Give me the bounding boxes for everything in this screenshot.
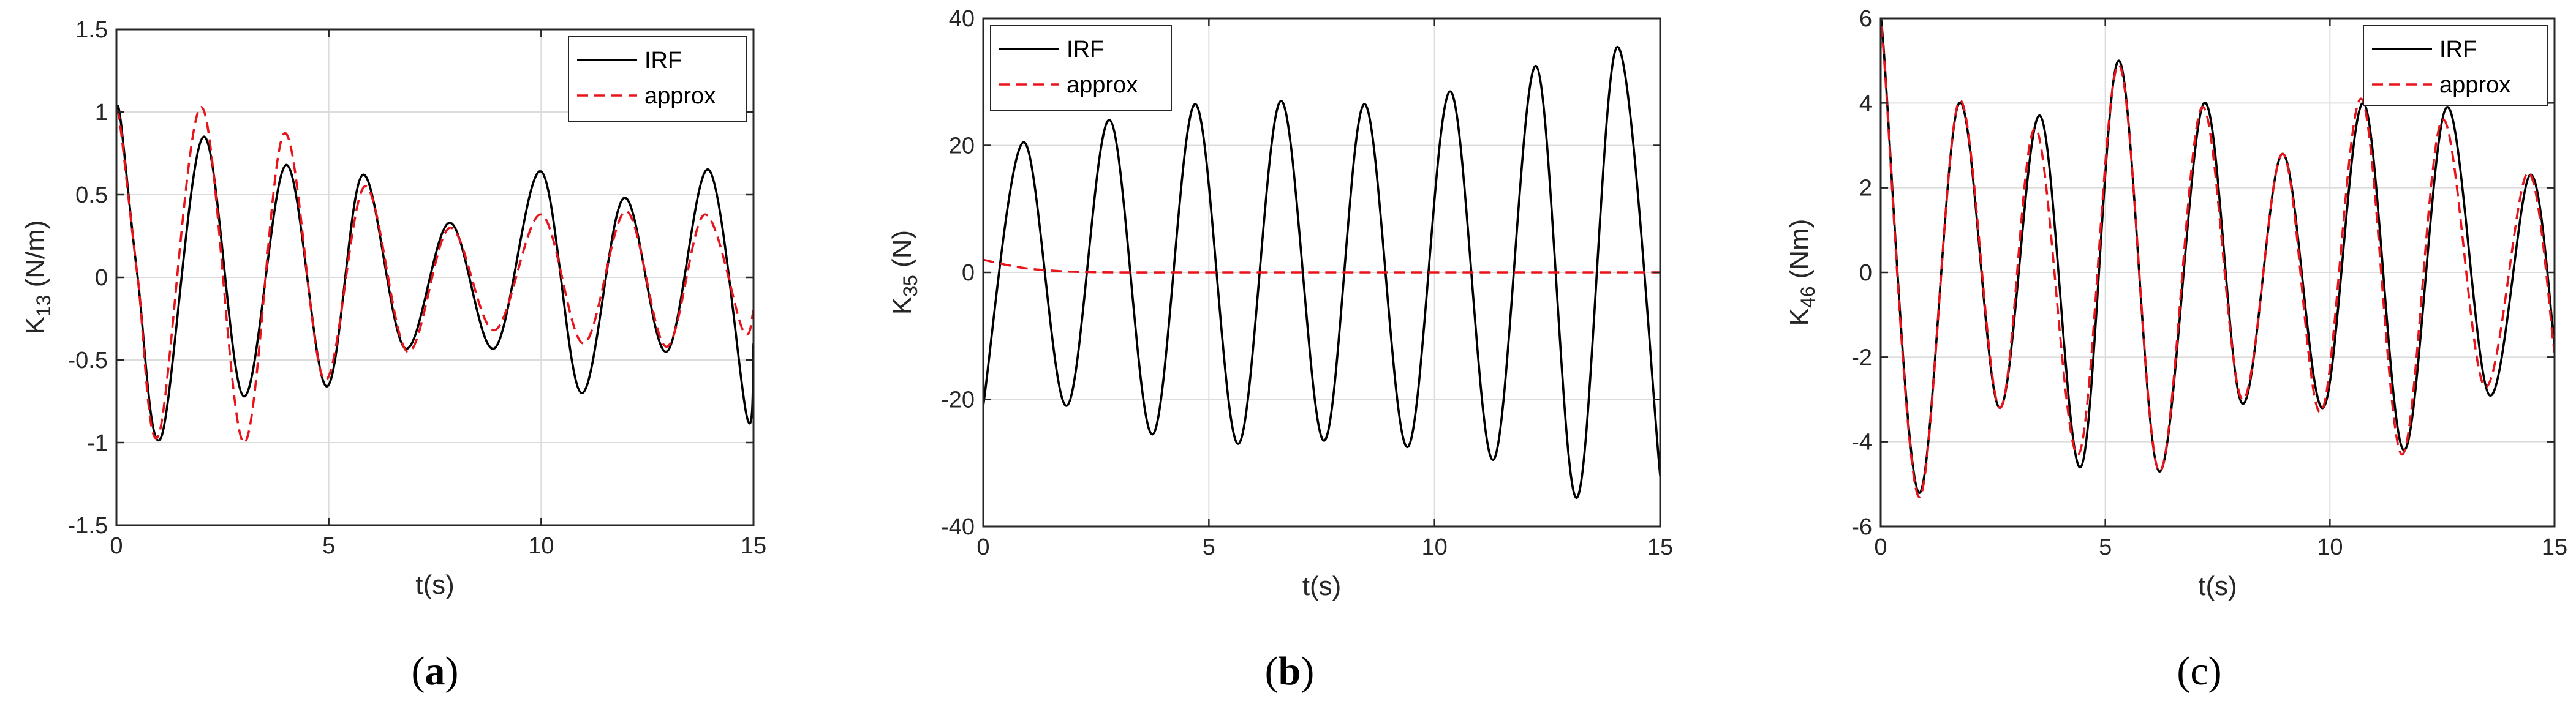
y-tick-label: -40 [941,514,975,540]
y-tick-label: -0.5 [68,348,108,373]
chart-panel-b: 0 5 10 15 40 20 0 -20 -40 t(s) K35 (N) IRF approx (b) [887,6,1673,694]
legend-label-irf: IRF [644,48,682,73]
x-tick-label: 0 [976,534,989,560]
y-tick-label: 20 [949,133,975,159]
y-tick-label: 1 [95,100,108,125]
y-tick-label: -4 [1851,430,1872,455]
series-line-approx [116,106,754,444]
legend-label-approx: approx [644,83,716,109]
y-tick-label: -1.5 [68,513,108,539]
x-tick-label: 15 [741,533,766,559]
chart-panel-c: 0 5 10 15 6 4 2 0 -2 -4 -6 t(s) K46 (Nm) IRF approx (c) [1785,6,2567,694]
x-tick-label: 0 [110,533,123,559]
x-tick-label: 5 [1203,534,1215,560]
x-axis-label: t(s) [415,570,455,600]
y-tick-label: -20 [941,388,975,413]
x-tick-label: 5 [2099,534,2112,560]
y-tick-label: -1 [87,430,108,456]
series-line-irf [1881,18,2555,494]
legend-label-irf: IRF [1067,37,1104,62]
panel-caption: (a) [412,649,459,694]
legend-box [990,25,1172,111]
legend: IRF approx [2363,25,2548,106]
x-axis-label: t(s) [2198,571,2237,601]
series-line-irf [983,45,1660,500]
x-axis-label: t(s) [1302,571,1342,601]
legend-label-approx: approx [1067,72,1138,98]
y-tick-label: -2 [1851,345,1872,370]
x-tick-label: 10 [1422,534,1448,560]
y-tick-label: 0 [962,260,975,286]
y-tick-label: 2 [1859,176,1872,201]
x-tick-label: 5 [322,533,335,559]
legend: IRF approx [568,36,747,122]
legend-label-irf: IRF [2439,37,2477,62]
x-tick-label: 10 [2317,534,2343,560]
legend-box [2363,25,2548,106]
x-tick-label: 15 [2542,534,2567,560]
x-tick-label: 10 [528,533,554,559]
x-tick-label: 0 [1874,534,1887,560]
y-tick-label: 6 [1859,6,1872,32]
y-tick-label: 0.5 [75,182,108,208]
panel-caption: (c) [2177,649,2221,694]
legend-box [568,36,747,122]
y-tick-label: 40 [949,6,975,32]
y-axis-label: K13 (N/m) [20,220,55,334]
y-tick-label: 0 [1859,260,1872,286]
legend-label-approx: approx [2439,72,2510,98]
series-line-approx [983,258,1660,274]
y-tick-label: 0 [95,265,108,291]
y-axis-label: K35 (N) [887,230,921,315]
legend: IRF approx [990,25,1172,111]
y-tick-label: 1.5 [75,17,108,43]
chart-panel-a: 0 5 10 15 1.5 1 0.5 0 -0.5 -1 -1.5 t(s) K13 (N/m) IRF… [20,17,766,694]
x-tick-label: 15 [1647,534,1673,560]
panel-caption: (b) [1265,649,1315,694]
y-tick-label: 4 [1859,91,1872,116]
y-tick-label: -6 [1851,514,1872,540]
series-line-approx [1881,18,2555,498]
y-axis-label: K46 (Nm) [1785,219,1819,326]
